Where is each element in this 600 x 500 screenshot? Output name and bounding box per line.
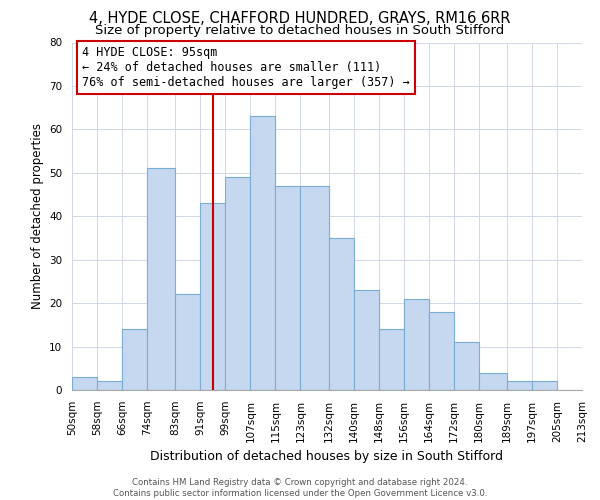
Bar: [454, 342, 479, 390]
Bar: [147, 168, 175, 390]
Bar: [175, 294, 200, 390]
Bar: [122, 329, 147, 390]
Bar: [479, 372, 507, 390]
Bar: [97, 382, 122, 390]
Bar: [428, 312, 454, 390]
Bar: [532, 382, 557, 390]
X-axis label: Distribution of detached houses by size in South Stifford: Distribution of detached houses by size …: [151, 450, 503, 463]
Bar: [582, 382, 600, 390]
Bar: [379, 329, 404, 390]
Y-axis label: Number of detached properties: Number of detached properties: [31, 123, 44, 309]
Bar: [329, 238, 353, 390]
Bar: [200, 203, 226, 390]
Text: 4, HYDE CLOSE, CHAFFORD HUNDRED, GRAYS, RM16 6RR: 4, HYDE CLOSE, CHAFFORD HUNDRED, GRAYS, …: [89, 11, 511, 26]
Bar: [353, 290, 379, 390]
Text: Size of property relative to detached houses in South Stifford: Size of property relative to detached ho…: [95, 24, 505, 37]
Bar: [275, 186, 301, 390]
Text: Contains HM Land Registry data © Crown copyright and database right 2024.
Contai: Contains HM Land Registry data © Crown c…: [113, 478, 487, 498]
Bar: [226, 177, 250, 390]
Text: 4 HYDE CLOSE: 95sqm
← 24% of detached houses are smaller (111)
76% of semi-detac: 4 HYDE CLOSE: 95sqm ← 24% of detached ho…: [82, 46, 410, 89]
Bar: [301, 186, 329, 390]
Bar: [72, 377, 97, 390]
Bar: [507, 382, 532, 390]
Bar: [250, 116, 275, 390]
Bar: [404, 299, 428, 390]
